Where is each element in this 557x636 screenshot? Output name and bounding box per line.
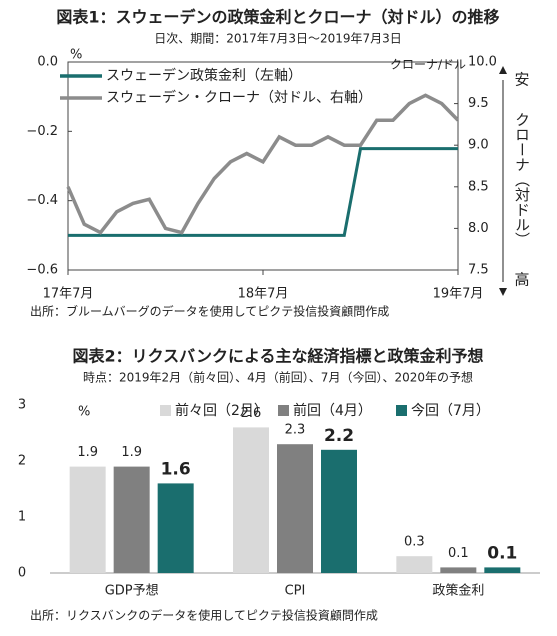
y-unit: %	[78, 405, 90, 420]
value-label: 0.1	[448, 546, 469, 561]
value-label: 1.9	[121, 445, 142, 460]
value-label: 1.6	[161, 459, 191, 479]
line-series	[68, 147, 458, 237]
y-tick-label: 0	[18, 566, 26, 581]
x-tick-label: 18年7月	[238, 287, 289, 302]
y2-annot-top: 安	[514, 71, 529, 89]
legend-label: スウェーデン政策金利（左軸）	[106, 67, 302, 84]
y-tick-label: −0.6	[26, 263, 58, 278]
y2-tick-label: 9.5	[468, 96, 489, 111]
line-series	[66, 93, 460, 235]
value-label: 2.3	[285, 423, 306, 438]
value-label: 2.6	[241, 406, 262, 421]
legend-label: 今回（7月）	[411, 403, 490, 419]
y-tick-label: −0.4	[26, 193, 58, 208]
value-label: 1.9	[77, 445, 98, 460]
chart-subtitle: 時点：2019年2月（前々回）、4月（前回）、7月（今回）、2020年の予想	[83, 370, 473, 385]
x-tick-label: 17年7月	[43, 287, 94, 302]
value-label: 2.2	[324, 426, 354, 446]
x-tick-label: 19年7月	[433, 287, 484, 302]
y2-unit: クローナ/ドル	[390, 58, 466, 72]
legend-swatch	[160, 405, 171, 416]
source: 出所：リクスバンクのデータを使用してピクテ投信投資顧問作成	[30, 608, 378, 623]
y-tick-label: 2	[18, 454, 26, 469]
y-tick-label: 1	[18, 510, 26, 525]
x-tick-label: CPI	[285, 584, 306, 599]
legend-swatch	[396, 405, 407, 416]
legend-swatch	[278, 405, 289, 416]
chart-title: 図表1：スウェーデンの政策金利とクローナ（対ドル）の推移	[56, 8, 499, 27]
legend-label: 前回（4月）	[293, 402, 372, 419]
bar	[157, 483, 194, 573]
y2-tick-label: 9.0	[468, 138, 489, 153]
y2-tick-label: 8.5	[468, 179, 489, 194]
y-tick-label: 3	[18, 398, 26, 413]
y-tick-label: −0.2	[26, 124, 58, 139]
value-label: 0.3	[404, 535, 425, 550]
value-label: 0.1	[487, 543, 517, 563]
y2-tick-label: 8.0	[468, 221, 489, 236]
legend-label: 前々回（2月）	[175, 402, 268, 419]
bar	[69, 466, 106, 573]
x-tick-label: GDP予想	[105, 583, 159, 599]
y-tick-label: 0.0	[37, 55, 58, 70]
bar	[113, 466, 150, 573]
bar	[321, 449, 357, 573]
y2-tick-label: 10.0	[468, 55, 497, 70]
y2-annot-bottom: 高	[514, 271, 529, 289]
y2-tick-label: 7.5	[468, 263, 489, 278]
x-tick-label: 政策金利	[432, 583, 484, 599]
bar	[396, 556, 433, 573]
legend-label: スウェーデン・クローナ（対ドル、右軸）	[106, 89, 372, 106]
bar	[440, 567, 477, 573]
chart-subtitle: 日次、期間：2017年7月3日～2019年7月3日	[154, 32, 402, 46]
bar	[233, 427, 269, 573]
bar	[277, 444, 313, 573]
chart-title: 図表2：リクスバンクによる主な経済指標と政策金利予想	[73, 347, 484, 366]
y-unit: %	[70, 48, 82, 63]
y2-annot-mid: クローナ（対ドル）	[513, 112, 531, 247]
source: 出所：ブルームバーグのデータを使用してピクテ投信投資顧問作成	[30, 304, 389, 319]
bar	[484, 567, 521, 573]
